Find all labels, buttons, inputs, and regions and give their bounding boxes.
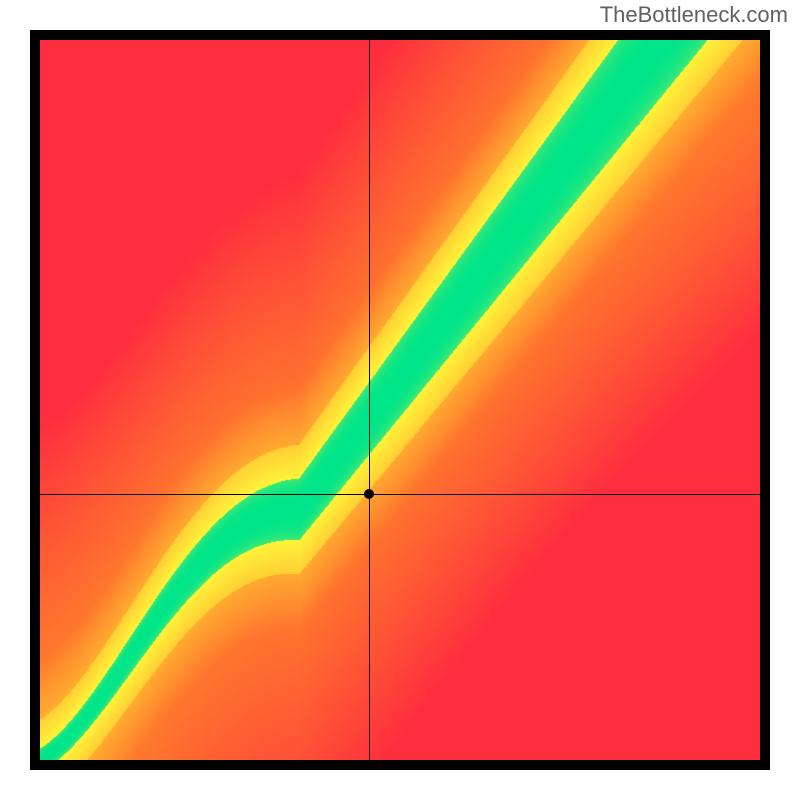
heatmap-canvas <box>40 40 760 760</box>
chart-inner <box>40 40 760 760</box>
attribution-text: TheBottleneck.com <box>600 2 788 28</box>
chart-frame <box>30 30 770 770</box>
chart-container: TheBottleneck.com <box>0 0 800 800</box>
